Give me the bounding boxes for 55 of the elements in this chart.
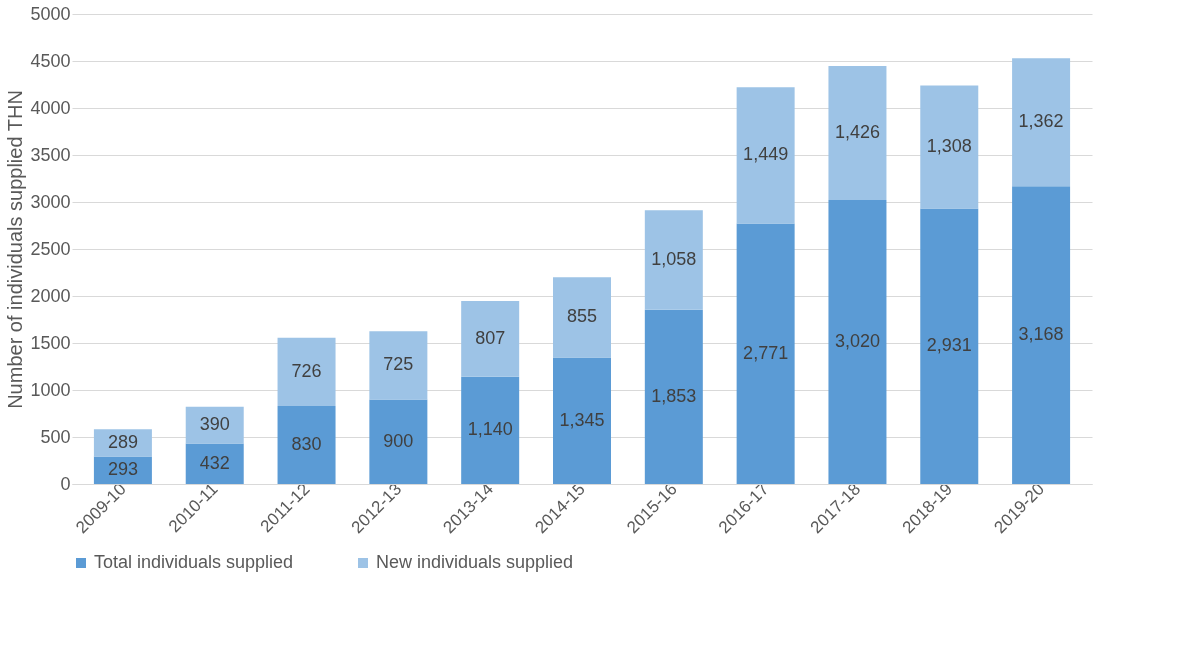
data-label: 725	[383, 354, 414, 375]
data-label: 1,449	[743, 144, 789, 165]
bar	[828, 66, 887, 201]
data-label: 2,931	[926, 335, 972, 356]
y-tick-label: 4000	[30, 97, 71, 118]
bar	[461, 376, 520, 484]
data-label: 3,020	[834, 331, 880, 352]
data-label: 1,140	[467, 419, 513, 440]
bar	[736, 223, 795, 484]
y-tick-label: 4500	[30, 50, 71, 71]
data-label: 289	[107, 431, 138, 452]
data-label: 293	[107, 459, 138, 480]
data-label: 1,362	[1018, 111, 1064, 132]
legend-label: Total individuals supplied	[94, 552, 294, 572]
y-tick-label: 3000	[30, 191, 71, 212]
data-label: 1,058	[651, 249, 697, 270]
data-label: 855	[566, 306, 598, 327]
bar	[277, 405, 336, 484]
y-tick-label: 500	[40, 426, 71, 447]
y-tick-label: 3500	[30, 144, 71, 165]
data-label: 830	[291, 433, 322, 454]
y-axis-title: Number of individuals supplied THN	[4, 90, 27, 409]
bar	[369, 399, 428, 484]
bar	[644, 210, 703, 310]
y-tick-label: 5000	[30, 3, 71, 24]
bar	[553, 277, 611, 358]
bar	[920, 85, 979, 209]
data-label: 390	[199, 414, 230, 435]
data-label: 2,771	[743, 342, 789, 363]
data-label: 1,345	[559, 409, 605, 430]
data-label: 432	[199, 452, 230, 473]
bar	[369, 331, 428, 400]
y-tick-label: 1500	[30, 332, 71, 353]
data-label: 3,168	[1018, 324, 1064, 345]
y-tick-label: 0	[60, 473, 71, 494]
bar	[185, 443, 244, 484]
bar	[553, 357, 611, 484]
bar	[736, 87, 795, 224]
data-label: 726	[291, 360, 322, 381]
bar	[1012, 58, 1071, 187]
y-tick-label: 2000	[30, 285, 71, 306]
bar	[644, 309, 703, 484]
data-label: 1,308	[926, 136, 972, 157]
y-tick-label: 2500	[30, 238, 71, 259]
bar	[1012, 186, 1071, 484]
data-label: 807	[475, 327, 506, 348]
legend-label: New individuals supplied	[376, 552, 574, 572]
bar	[277, 337, 336, 406]
data-label: 1,426	[834, 122, 880, 143]
bar	[828, 200, 887, 484]
data-label: 1,853	[651, 385, 697, 406]
bar	[461, 300, 520, 377]
data-label: 900	[383, 430, 414, 451]
y-tick-label: 1000	[30, 379, 71, 400]
bar	[920, 208, 979, 484]
